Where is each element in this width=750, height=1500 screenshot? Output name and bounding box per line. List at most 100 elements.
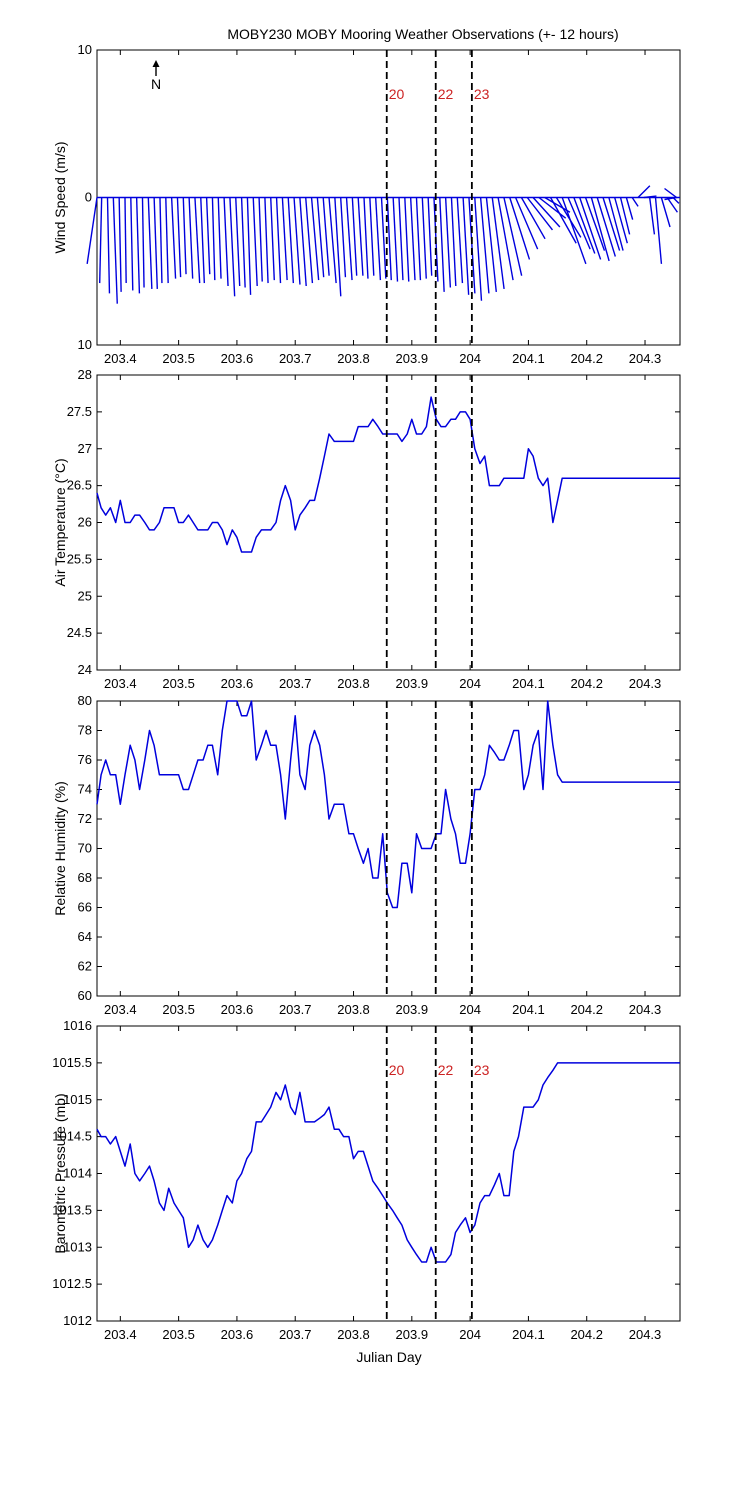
x-tick-label: 203.5: [162, 1327, 195, 1342]
wind-vector: [258, 197, 263, 282]
x-tick-label: 203.7: [279, 1002, 312, 1017]
wind-vector: [497, 197, 514, 281]
event-marker-label: 20: [389, 86, 405, 102]
wind-vector: [328, 197, 337, 284]
x-tick-label: 203.7: [279, 1327, 312, 1342]
wind-vector: [223, 197, 229, 287]
y-tick-label: 1012: [63, 1313, 92, 1328]
wind-vector: [357, 197, 364, 276]
x-tick-label: 204.1: [512, 1002, 545, 1017]
x-tick-label: 203.8: [337, 1002, 370, 1017]
north-arrowhead-icon: [152, 60, 160, 67]
wind-vector: [520, 197, 546, 240]
x-tick-label: 204.1: [512, 351, 545, 366]
y-tick-label: 62: [78, 959, 92, 974]
wind-vector: [188, 197, 194, 279]
wind-vector: [666, 197, 678, 213]
x-tick-label: 203.8: [337, 676, 370, 691]
y-tick-label: 24: [78, 662, 92, 677]
wind-vector: [194, 197, 201, 284]
wind-vector: [275, 197, 282, 284]
wind-vector: [374, 197, 382, 281]
wind-vector: [299, 197, 307, 287]
y-tick-label: 1014: [63, 1166, 92, 1181]
event-marker-label: 23: [474, 86, 490, 102]
wind-vector: [345, 197, 353, 281]
wind-vector: [240, 197, 246, 288]
y-tick-label: 1015.5: [52, 1055, 92, 1070]
wind-vector: [130, 197, 134, 291]
x-tick-label: 203.5: [162, 676, 195, 691]
wind-vector: [637, 185, 651, 198]
wind-vector: [614, 197, 628, 244]
wind-vector: [619, 197, 631, 235]
wind-vector: [176, 197, 182, 278]
y-axis-label: Relative Humidity (%): [52, 781, 68, 916]
wind-vector: [118, 197, 122, 292]
wind-vector: [514, 197, 539, 250]
y-tick-label: 72: [78, 811, 92, 826]
panel-air-temperature: 24 24.5 25 25.5 26 26.5 27 27.5 28 203.4 203.5 203.…: [52, 367, 681, 691]
y-tick-label: 1015: [63, 1092, 92, 1107]
y-tick-label: 74: [78, 782, 92, 797]
panel-barometric-pressure: 1012 1012.5 1013 1013.5 1014 1014.5 1015 1015.5…: [52, 1018, 681, 1342]
event-marker-label: 22: [438, 86, 454, 102]
x-tick-label: 203.4: [104, 351, 137, 366]
wind-vector: [235, 197, 241, 287]
wind-vector: [625, 197, 634, 220]
wind-vector: [339, 197, 347, 278]
north-label: N: [151, 76, 161, 92]
y-tick-label: 60: [78, 988, 92, 1003]
x-tick-label: 203.9: [396, 1327, 429, 1342]
wind-vector: [135, 197, 141, 294]
y-tick-label: 1013: [63, 1239, 92, 1254]
wind-vector: [363, 197, 369, 279]
wind-vector: [439, 197, 445, 292]
x-tick-label: 204: [459, 351, 481, 366]
wind-vector: [98, 197, 103, 284]
wind-vector: [334, 197, 342, 297]
wind-vector: [648, 197, 656, 235]
x-tick-label: 203.4: [104, 676, 137, 691]
wind-vector: [153, 197, 158, 289]
event-marker-label: 22: [438, 1062, 454, 1078]
y-tick-label: 24.5: [67, 625, 92, 640]
wind-vector: [124, 197, 127, 284]
panel-relative-humidity: 60 62 64 66 68 70 72 74 76 78 80 203.4 203.5 203.6 203…: [52, 693, 681, 1017]
x-tick-label: 204.3: [629, 676, 662, 691]
wind-vector: [229, 197, 236, 297]
wind-vector: [281, 197, 288, 281]
wind-vector: [398, 197, 404, 281]
y-tick-label: 25.5: [67, 551, 92, 566]
wind-vector: [305, 197, 314, 284]
event-marker-label: 20: [389, 1062, 405, 1078]
wind-vector: [392, 197, 399, 282]
wind-vector: [485, 197, 497, 292]
y-tick-label: 1013.5: [52, 1202, 92, 1217]
x-tick-label: 203.5: [162, 1002, 195, 1017]
wind-vector: [631, 197, 639, 207]
wind-vector: [549, 197, 577, 244]
wind-vector: [579, 197, 602, 260]
x-tick-label: 203.4: [104, 1327, 137, 1342]
wind-vector: [660, 197, 671, 228]
panel-wind: 10 0 10 203.4 203.5 203.6 203.7 203.8 203.9 204 20…: [52, 42, 681, 366]
wind-vector: [456, 197, 464, 284]
wind-vector: [538, 196, 567, 219]
wind-vector: [351, 197, 358, 276]
x-tick-label: 203.9: [396, 676, 429, 691]
y-tick-label: 27.5: [67, 404, 92, 419]
barometric-pressure-line: [96, 1062, 680, 1263]
wind-vector: [147, 197, 153, 289]
y-axis-label: Wind Speed (m/s): [52, 141, 68, 253]
y-axis-label: Air Temperature (°C): [52, 458, 68, 586]
x-axis-label: Julian Day: [356, 1349, 421, 1365]
wind-vector: [264, 197, 269, 284]
x-tick-label: 203.6: [221, 1002, 254, 1017]
wind-vector: [287, 197, 295, 284]
x-tick-label: 203.9: [396, 1002, 429, 1017]
wind-vector: [182, 197, 187, 275]
air-temperature-line: [96, 396, 680, 553]
wind-vector: [567, 197, 591, 250]
